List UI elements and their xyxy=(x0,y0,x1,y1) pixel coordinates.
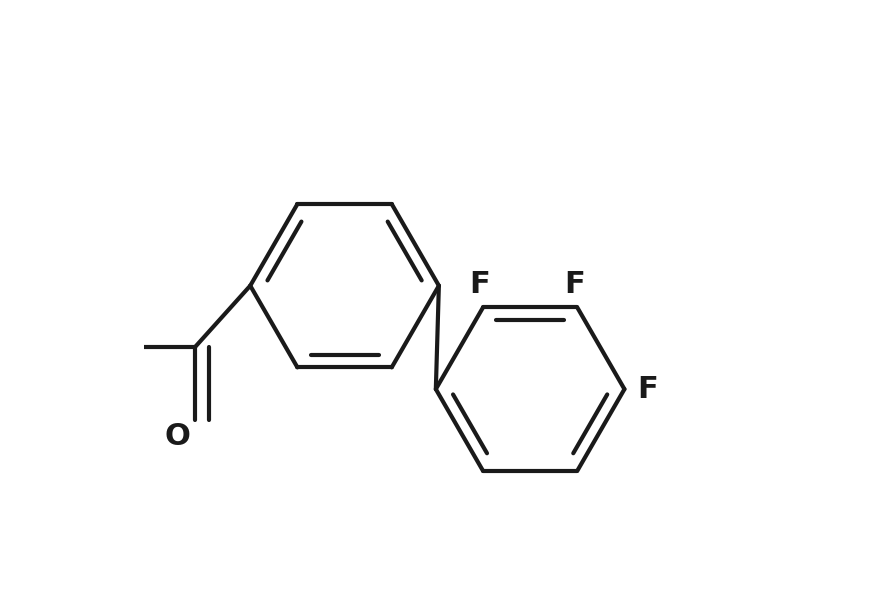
Text: F: F xyxy=(564,270,584,299)
Text: F: F xyxy=(470,270,490,299)
Text: F: F xyxy=(637,375,658,403)
Text: O: O xyxy=(164,422,190,451)
